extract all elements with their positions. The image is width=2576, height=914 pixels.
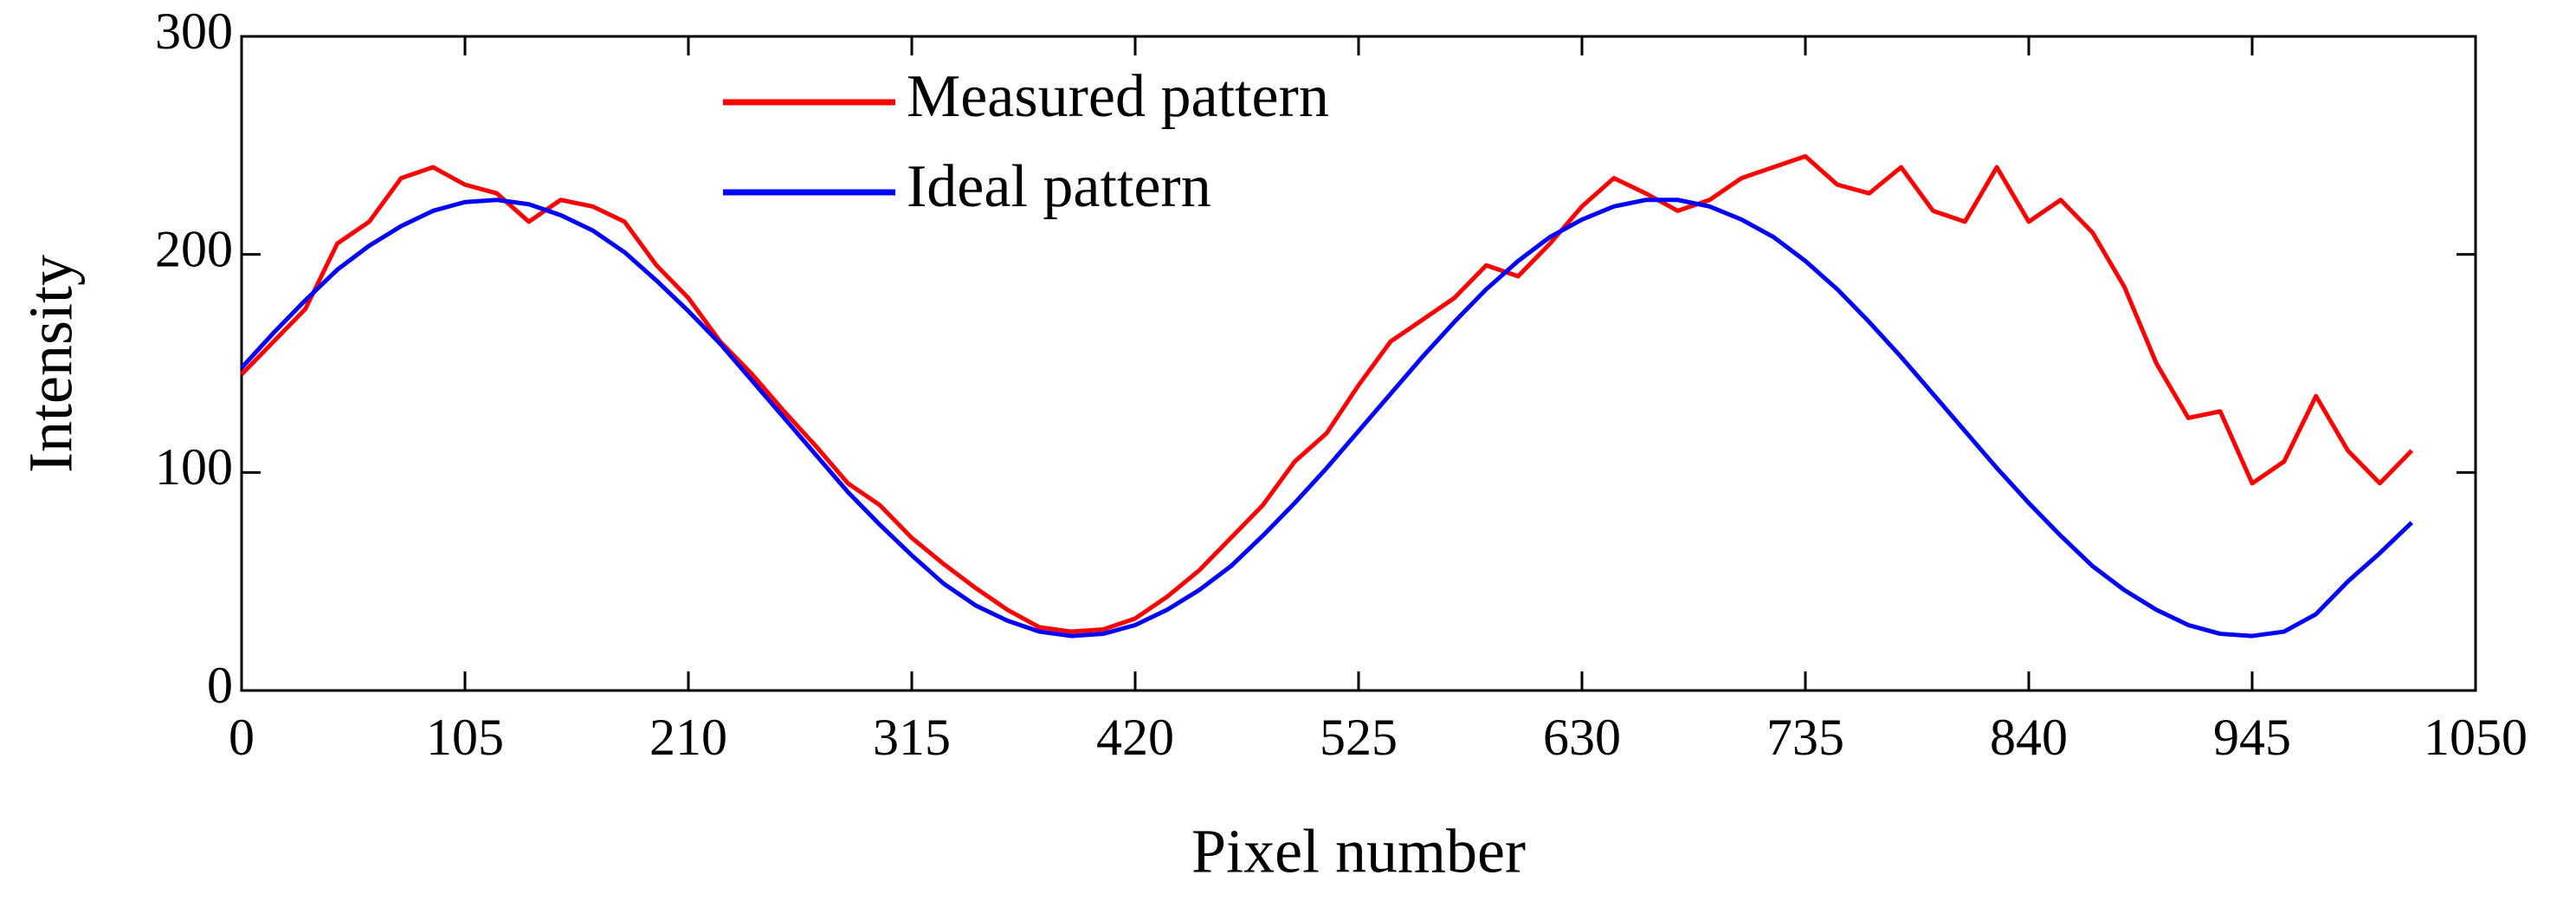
data-line [240, 153, 2414, 634]
y-tick-label: 0 [207, 657, 233, 714]
x-tick-label: 735 [1766, 709, 1844, 766]
x-axis-title: Pixel number [1191, 817, 1526, 886]
x-tick-label: 210 [649, 709, 727, 766]
x-tick-label: 0 [229, 709, 255, 766]
legend-label: Measured pattern [907, 63, 1329, 130]
x-tick-label: 840 [1990, 709, 2068, 766]
legend-label: Ideal pattern [907, 153, 1211, 220]
x-tick-label: 1050 [2424, 709, 2528, 766]
x-tick-label: 105 [426, 709, 504, 766]
y-tick-label: 100 [155, 438, 233, 496]
y-axis-title: Intensity [16, 255, 86, 473]
y-tick-label: 300 [155, 3, 233, 60]
plot-frame [240, 35, 2477, 692]
x-tick-label: 420 [1096, 709, 1174, 766]
x-tick-label: 945 [2213, 709, 2291, 766]
x-tick-label: 315 [873, 709, 951, 766]
data-line [240, 198, 2414, 639]
x-tick-label: 630 [1543, 709, 1621, 766]
y-tick-label: 200 [155, 220, 233, 277]
x-tick-label: 525 [1320, 709, 1398, 766]
